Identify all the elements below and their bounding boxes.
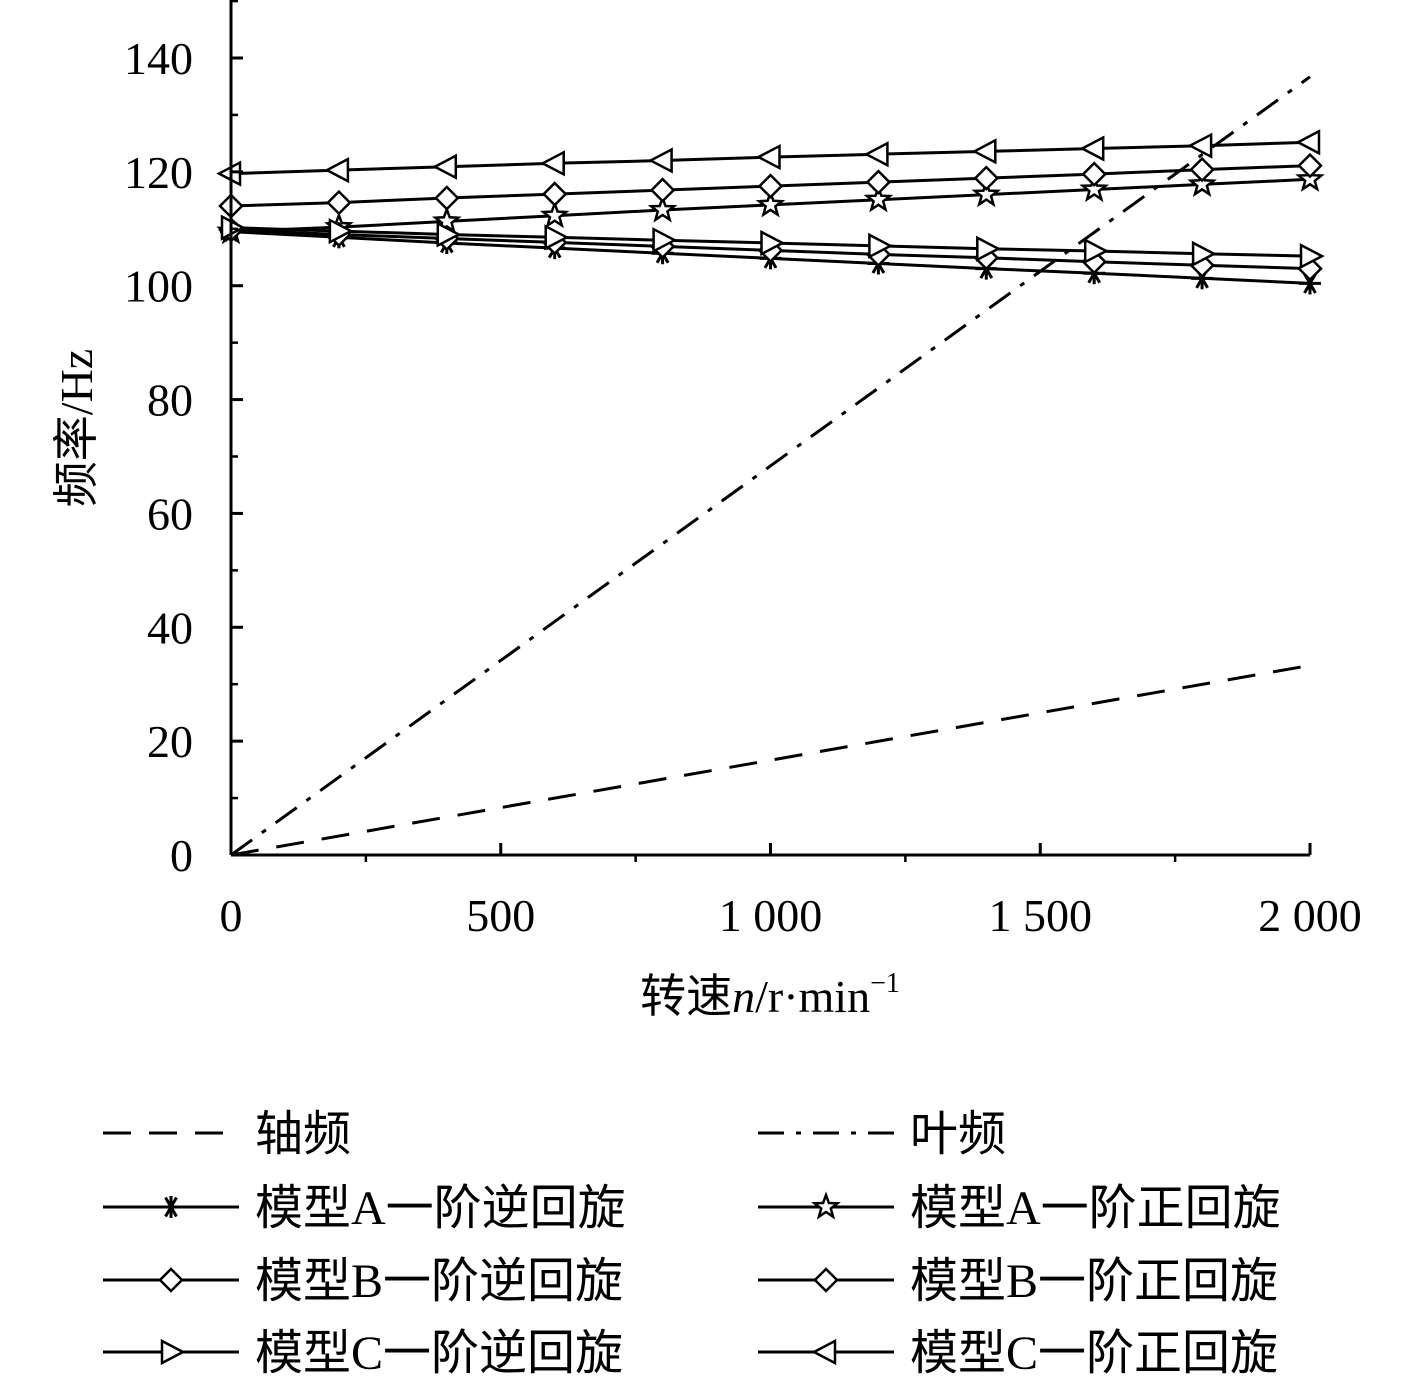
legend-item: 模型A一阶正回旋 xyxy=(758,1182,1281,1235)
legend-label: 模型B一阶正回旋 xyxy=(910,1255,1278,1308)
data-point xyxy=(652,227,678,254)
plot-area xyxy=(216,75,1325,857)
data-point xyxy=(1299,243,1325,270)
legend-label: 模型C一阶正回旋 xyxy=(910,1327,1278,1380)
series-7 xyxy=(220,214,1325,270)
data-point xyxy=(1297,152,1323,179)
x-tick-label: 500 xyxy=(466,890,535,941)
data-point xyxy=(1083,237,1109,265)
data-point xyxy=(324,157,350,184)
y-tick-label: 120 xyxy=(124,147,193,198)
legend-item: 模型C一阶逆回旋 xyxy=(103,1327,623,1380)
legend-item: 轴频 xyxy=(103,1108,351,1161)
legend-label: 模型C一阶逆回旋 xyxy=(255,1327,623,1380)
data-point xyxy=(865,169,892,195)
axes: 转速n/r·min−1 频率/Hz xyxy=(51,0,1310,1022)
series-line xyxy=(230,663,1311,857)
legend-label: 模型A一阶正回旋 xyxy=(910,1182,1281,1235)
x-tick-label: 0 xyxy=(220,890,243,941)
data-point xyxy=(811,1191,841,1220)
data-point xyxy=(971,138,997,165)
data-point xyxy=(813,1267,839,1293)
data-point xyxy=(436,221,462,248)
x-tick-label: 1 500 xyxy=(989,890,1093,941)
legend-item: 叶频 xyxy=(758,1108,1006,1161)
legend-label: 模型B一阶逆回旋 xyxy=(255,1255,623,1308)
data-point xyxy=(971,178,1002,208)
y-tick-label: 140 xyxy=(124,33,193,84)
y-tick-label: 20 xyxy=(147,716,193,767)
x-tick-label: 2 000 xyxy=(1258,890,1362,941)
data-point xyxy=(649,177,676,203)
data-point xyxy=(541,181,568,207)
data-point xyxy=(973,165,1000,191)
y-tick-label: 60 xyxy=(147,488,193,539)
data-point xyxy=(160,1338,186,1366)
data-point xyxy=(1079,173,1110,203)
data-point xyxy=(755,189,786,218)
series-2 xyxy=(230,75,1311,857)
data-point xyxy=(1189,156,1215,183)
data-point xyxy=(755,143,781,171)
y-tick-label: 0 xyxy=(170,830,193,881)
y-tick-label: 80 xyxy=(147,375,193,426)
legend-item: 模型B一阶正回旋 xyxy=(758,1255,1278,1308)
data-point xyxy=(976,235,1001,262)
data-point xyxy=(811,1338,837,1366)
data-point xyxy=(1187,132,1213,159)
legend-label: 模型A一阶逆回旋 xyxy=(255,1182,626,1235)
y-tick-label: 100 xyxy=(124,261,193,312)
series-8 xyxy=(216,129,1321,187)
data-point xyxy=(432,153,458,180)
data-point xyxy=(160,1196,182,1218)
data-point xyxy=(540,150,565,177)
data-point xyxy=(863,141,889,168)
y-axis-title: 频率/Hz xyxy=(51,349,102,507)
series-line xyxy=(230,75,1311,857)
x-tick-label: 1 000 xyxy=(719,890,823,941)
data-point xyxy=(434,185,460,211)
data-point xyxy=(326,189,352,216)
data-point xyxy=(1295,129,1321,156)
data-point xyxy=(1187,168,1217,197)
data-point xyxy=(760,229,786,257)
x-axis-title: 转速n/r·min−1 xyxy=(640,968,900,1022)
data-point xyxy=(1079,135,1105,162)
data-point xyxy=(868,232,894,259)
legend-item: 模型B一阶逆回旋 xyxy=(103,1255,623,1308)
series-1 xyxy=(230,663,1311,857)
legend-item: 模型C一阶正回旋 xyxy=(758,1327,1278,1380)
data-point xyxy=(647,194,678,223)
series-6 xyxy=(218,152,1323,219)
data-point xyxy=(328,217,354,245)
data-point xyxy=(158,1267,184,1293)
data-point xyxy=(1191,240,1217,267)
data-point xyxy=(647,147,673,174)
legend-label: 轴频 xyxy=(255,1108,351,1161)
y-tick-label: 40 xyxy=(147,602,193,653)
legend-label: 叶频 xyxy=(910,1108,1006,1161)
ticks: 0 20 40 60 80 100 120 140 0 500 1 000 1 500 2 000 xyxy=(124,0,1362,941)
data-point xyxy=(539,200,570,229)
data-point xyxy=(544,224,570,251)
legend-item: 模型A一阶逆回旋 xyxy=(103,1182,626,1235)
data-point xyxy=(757,173,784,199)
data-point xyxy=(1081,161,1107,187)
data-point xyxy=(863,184,894,213)
